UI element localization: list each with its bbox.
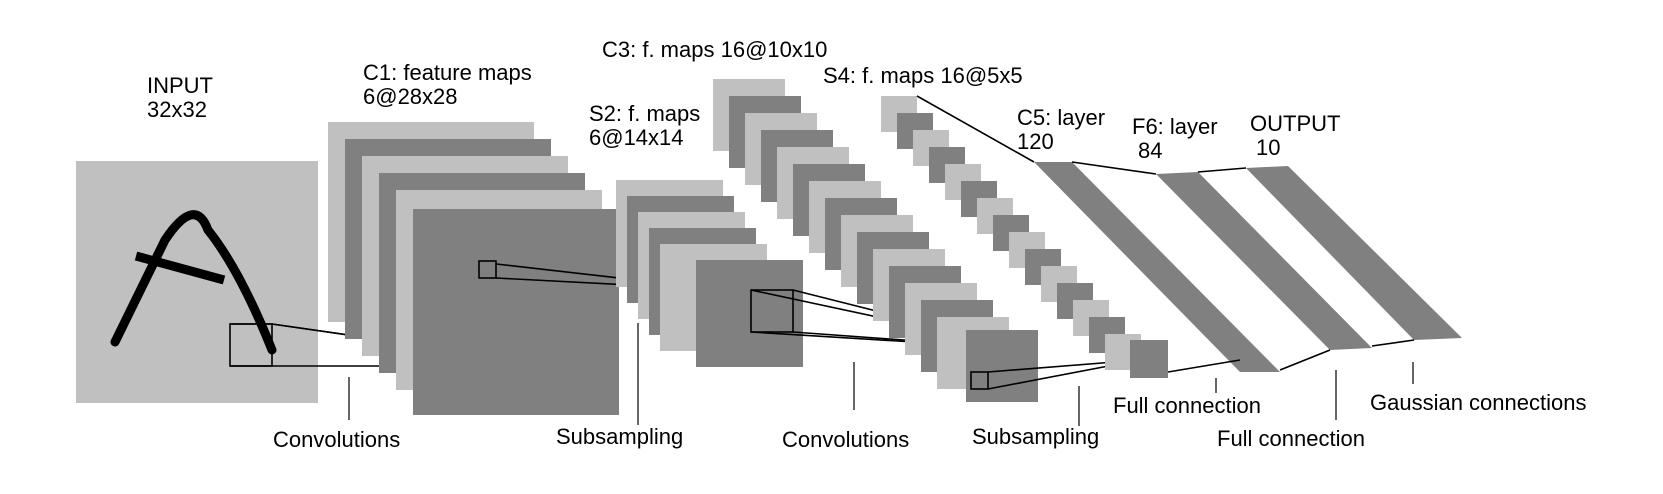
c1-layer <box>328 122 726 415</box>
s4-layer <box>881 95 1168 378</box>
output-layer-bar <box>1246 166 1462 340</box>
c1-label-size: 6@28x28 <box>363 84 458 109</box>
output-label-name: OUTPUT <box>1250 111 1340 136</box>
s2-map-6 <box>696 260 803 367</box>
op-label-sub1: Subsampling <box>556 424 683 449</box>
c3-label: C3: f. maps 16@10x10 <box>602 37 827 62</box>
s4-c5-bottom-link <box>1167 359 1241 373</box>
s4-map-16 <box>1130 340 1168 378</box>
f6-label-size: 84 <box>1138 138 1162 163</box>
input-layer <box>76 161 566 403</box>
op-label-sub2: Subsampling <box>972 424 1099 449</box>
op-label-full1: Full connection <box>1113 393 1261 418</box>
input-glyph-bar <box>134 251 226 285</box>
op-label-gauss: Gaussian connections <box>1370 390 1586 415</box>
c1-map-6 <box>413 209 619 415</box>
input-glyph <box>110 210 277 355</box>
input-label-name: INPUT <box>147 73 213 98</box>
c3-map-16 <box>966 330 1038 402</box>
f6-label-name: F6: layer <box>1132 114 1218 139</box>
c5-layer-bar <box>1034 162 1280 372</box>
sub-window-c3 <box>970 371 989 390</box>
input-label-size: 32x32 <box>147 97 207 122</box>
s4-to-c5-line <box>916 95 1035 163</box>
c5-f6-top-link <box>1071 161 1157 175</box>
op-label-full2: Full connection <box>1217 426 1365 451</box>
sub-window-c1 <box>478 260 497 279</box>
operation-labels: Convolutions Subsampling Convolutions Su… <box>273 390 1586 452</box>
output-label-size: 10 <box>1256 135 1280 160</box>
input-image <box>76 161 318 403</box>
fully-connected-block <box>1034 161 1462 373</box>
c5-f6-bottom-link <box>1279 349 1331 371</box>
layer-labels: INPUT 32x32 C1: feature maps 6@28x28 S2:… <box>147 37 1340 163</box>
s2-layer <box>616 180 1028 367</box>
s2-label-size: 6@14x14 <box>589 125 684 150</box>
c1-label-name: C1: feature maps <box>363 60 532 85</box>
conv-kernel-s2 <box>750 289 794 333</box>
op-label-conv1: Convolutions <box>273 427 400 452</box>
s4-label: S4: f. maps 16@5x5 <box>823 63 1023 88</box>
f6-output-bottom-link <box>1371 339 1415 347</box>
f6-output-top-link <box>1197 167 1247 173</box>
c5-label-size: 120 <box>1017 129 1054 154</box>
op-label-conv2: Convolutions <box>782 427 909 452</box>
f6-layer-bar <box>1156 172 1372 350</box>
c5-label-name: C5: layer <box>1017 105 1105 130</box>
operation-ticks <box>348 323 1414 426</box>
s2-label-name: S2: f. maps <box>589 101 700 126</box>
